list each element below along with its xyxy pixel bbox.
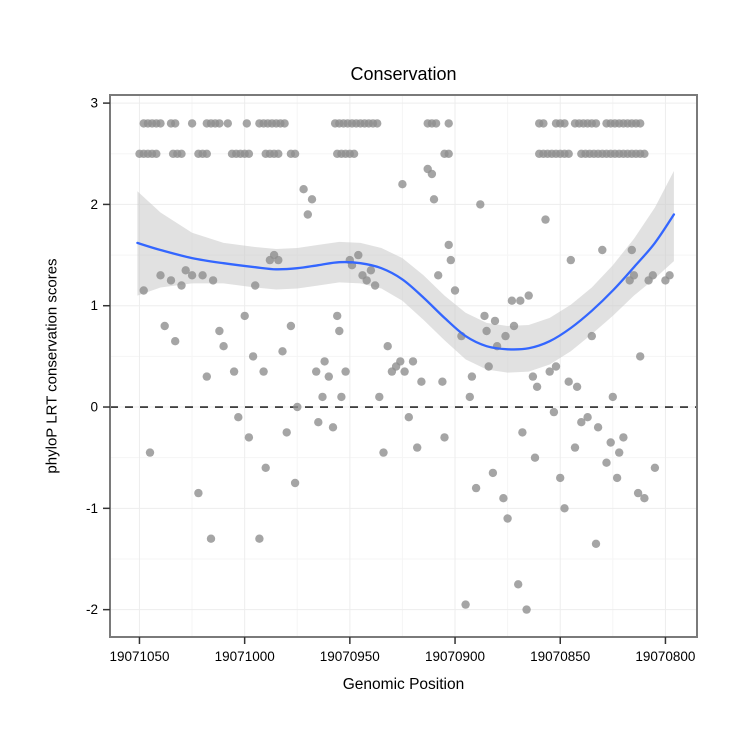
y-tick-label: 3 [90, 96, 98, 111]
x-axis-title: Genomic Position [342, 676, 465, 693]
x-tick-label: 19070900 [425, 649, 485, 664]
y-tick-label: 2 [90, 197, 98, 212]
x-tick-label: 19071000 [215, 649, 275, 664]
x-tick-label: 19070800 [635, 649, 695, 664]
y-tick-label: -2 [86, 602, 98, 617]
y-tick-label: 1 [90, 298, 98, 313]
x-tick-label: 19070850 [530, 649, 590, 664]
x-tick-label: 19071050 [109, 649, 169, 664]
y-tick-label: -1 [86, 501, 98, 516]
x-tick-label: 19070950 [320, 649, 380, 664]
chart-title: Conservation [350, 64, 457, 84]
y-tick-label: 0 [90, 400, 98, 415]
